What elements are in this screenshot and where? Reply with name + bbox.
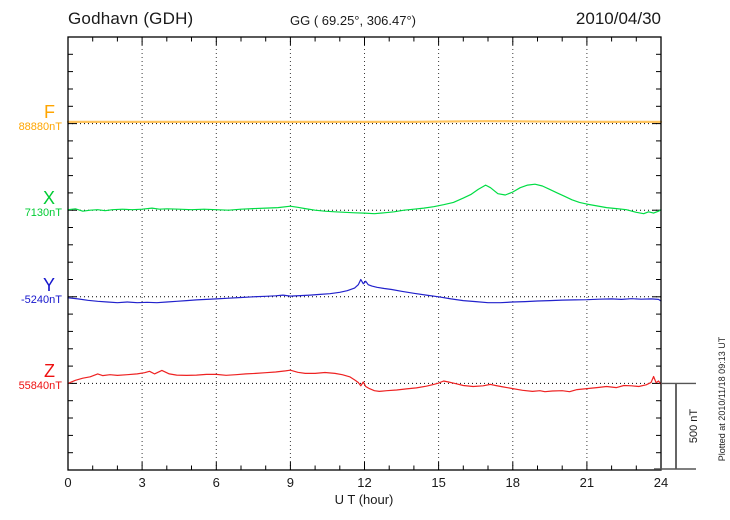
component-baseline-Z: 55840nT (18, 380, 62, 393)
component-baseline-Y: -5240nT (21, 293, 62, 306)
plot-date: 2010/04/30 (575, 9, 661, 28)
x-tick-label: 6 (212, 475, 220, 490)
x-tick-label: 3 (138, 475, 146, 490)
x-tick-label: 21 (579, 475, 595, 490)
component-baseline-F: 88880nT (18, 120, 62, 133)
component-letter-X: X (42, 188, 55, 209)
component-letter-F: F (44, 101, 55, 122)
x-tick-label: 24 (653, 475, 669, 490)
x-axis-tick-labels: 0 3 6 9 12 15 18 21 24 (0, 475, 730, 491)
component-letter-Y: Y (42, 274, 55, 295)
x-tick-label: 12 (357, 475, 372, 490)
station-title: Godhavn (GDH) (68, 9, 194, 28)
x-tick-label: 0 (64, 475, 72, 490)
component-label-X: X 7130nT (0, 189, 62, 220)
x-tick-label: 15 (431, 475, 446, 490)
plotted-timestamp-note: Plotted at 2010/11/18 09:13 UT (717, 336, 727, 462)
x-axis-title: U T (hour) (334, 492, 394, 507)
x-tick-label: 18 (505, 475, 520, 490)
component-label-F: F 88880nT (0, 103, 62, 134)
component-letter-Z: Z (44, 361, 55, 382)
scale-bar-label: 500 nT (688, 408, 700, 444)
x-tick-label: 9 (286, 475, 294, 490)
component-baseline-X: 7130nT (24, 207, 62, 220)
station-coordinates: GG ( 69.25°, 306.47°) (289, 13, 417, 28)
component-label-Y: Y -5240nT (0, 276, 62, 307)
component-label-Z: Z 55840nT (0, 362, 62, 393)
